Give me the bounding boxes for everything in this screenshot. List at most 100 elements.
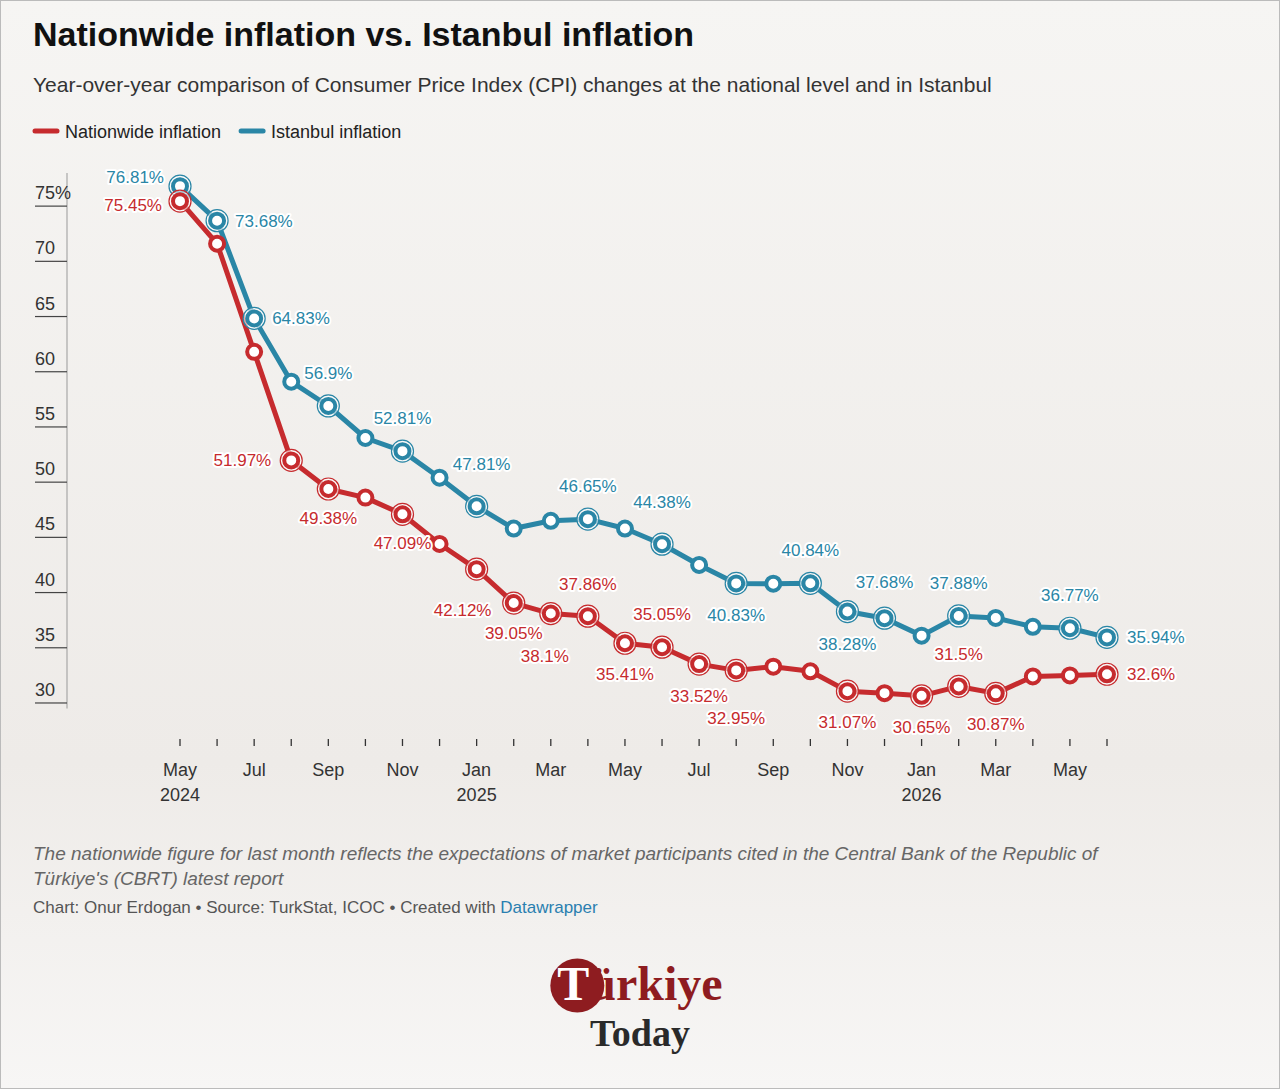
point (799, 572, 821, 594)
point (1096, 663, 1118, 685)
point-halo (540, 603, 562, 625)
y-tick (35, 482, 67, 483)
data-label: 73.68% (235, 212, 293, 231)
point-halo (280, 449, 302, 471)
point-halo (169, 190, 191, 212)
point (391, 440, 413, 462)
x-tick (884, 739, 885, 746)
point-marker (729, 663, 743, 677)
background (0, 0, 1280, 1089)
credit-link[interactable]: Datawrapper (500, 898, 598, 917)
y-axis-line (67, 173, 68, 709)
data-label: 39.05% (485, 624, 543, 643)
point (540, 603, 562, 625)
point (803, 664, 817, 678)
y-tick-label: 60 (35, 349, 55, 369)
x-tick (179, 739, 180, 746)
point-marker (840, 684, 854, 698)
point-halo (1096, 663, 1118, 685)
point-marker (952, 679, 966, 693)
x-tick (624, 739, 625, 746)
point (911, 685, 933, 707)
y-tick-label: 75% (35, 183, 71, 203)
x-tick-label-line: Nov (386, 760, 418, 780)
x-tick-label: Mar (980, 760, 1011, 780)
point-halo (651, 636, 673, 658)
x-tick (958, 739, 959, 746)
data-label: 36.77% (1041, 586, 1099, 605)
point (433, 537, 447, 551)
x-tick (698, 739, 699, 746)
legend-swatch (241, 129, 263, 134)
data-label: 47.81% (453, 455, 511, 474)
point-halo (391, 440, 413, 462)
point-marker (581, 609, 595, 623)
data-label: 37.68% (856, 573, 914, 592)
y-tick (35, 426, 67, 427)
data-label: 76.81% (106, 168, 164, 187)
point-marker (321, 399, 335, 413)
note-line: Türkiye's (CBRT) latest report (33, 868, 284, 889)
legend-label: Nationwide inflation (65, 122, 221, 142)
point-halo (836, 680, 858, 702)
x-tick (513, 739, 514, 746)
point (618, 522, 632, 536)
point-halo (725, 572, 747, 594)
point-marker (803, 576, 817, 590)
x-tick (1069, 739, 1070, 746)
data-label: 35.41% (596, 665, 654, 684)
point-marker (210, 214, 224, 228)
point (243, 307, 265, 329)
data-label: 33.52% (670, 687, 728, 706)
point-marker (618, 636, 632, 650)
point-marker (915, 629, 929, 643)
point-halo (503, 592, 525, 614)
point-marker (989, 686, 1003, 700)
point (1026, 669, 1040, 683)
x-tick-label-line: Sep (312, 760, 344, 780)
y-tick-label: 55 (35, 404, 55, 424)
data-label: 52.81% (374, 409, 432, 428)
point (651, 636, 673, 658)
point-marker (581, 512, 595, 526)
note-line: The nationwide figure for last month ref… (33, 843, 1099, 864)
point (206, 210, 228, 232)
x-tick-label-line: Jul (243, 760, 266, 780)
point (358, 491, 372, 505)
x-tick (439, 739, 440, 746)
point-marker (840, 605, 854, 619)
x-tick (328, 739, 329, 746)
chart: Nationwide inflation vs. Istanbul inflat… (0, 0, 1280, 1089)
data-label: 32.95% (707, 709, 765, 728)
x-tick-label: Jul (243, 760, 266, 780)
x-tick (773, 739, 774, 746)
point (507, 522, 521, 536)
subtitle: Year-over-year comparison of Consumer Pr… (33, 73, 992, 96)
point (317, 478, 339, 500)
x-tick (254, 739, 255, 746)
legend-item: Istanbul inflation (241, 122, 401, 142)
point (284, 375, 298, 389)
logo-top: Türkiye (557, 957, 722, 1010)
point-marker (1063, 668, 1077, 682)
point-halo (466, 558, 488, 580)
point-halo (577, 605, 599, 627)
point-halo (577, 508, 599, 530)
series-line (180, 201, 1107, 696)
point-marker (210, 237, 224, 251)
source-text: Chart: Onur Erdogan • Source: TurkStat, … (33, 898, 500, 917)
x-tick-label-line: 2024 (160, 785, 200, 805)
note: The nationwide figure for last month ref… (33, 843, 1099, 889)
y-tick (35, 537, 67, 538)
point-marker (1026, 620, 1040, 634)
point (466, 558, 488, 580)
x-tick-label-line: Mar (980, 760, 1011, 780)
point-marker (878, 611, 892, 625)
x-tick-label: Jul (688, 760, 711, 780)
point (391, 503, 413, 525)
x-tick (921, 739, 922, 746)
point (247, 345, 261, 359)
plot-area (169, 175, 1118, 707)
point (280, 449, 302, 471)
data-label: 31.07% (819, 713, 877, 732)
